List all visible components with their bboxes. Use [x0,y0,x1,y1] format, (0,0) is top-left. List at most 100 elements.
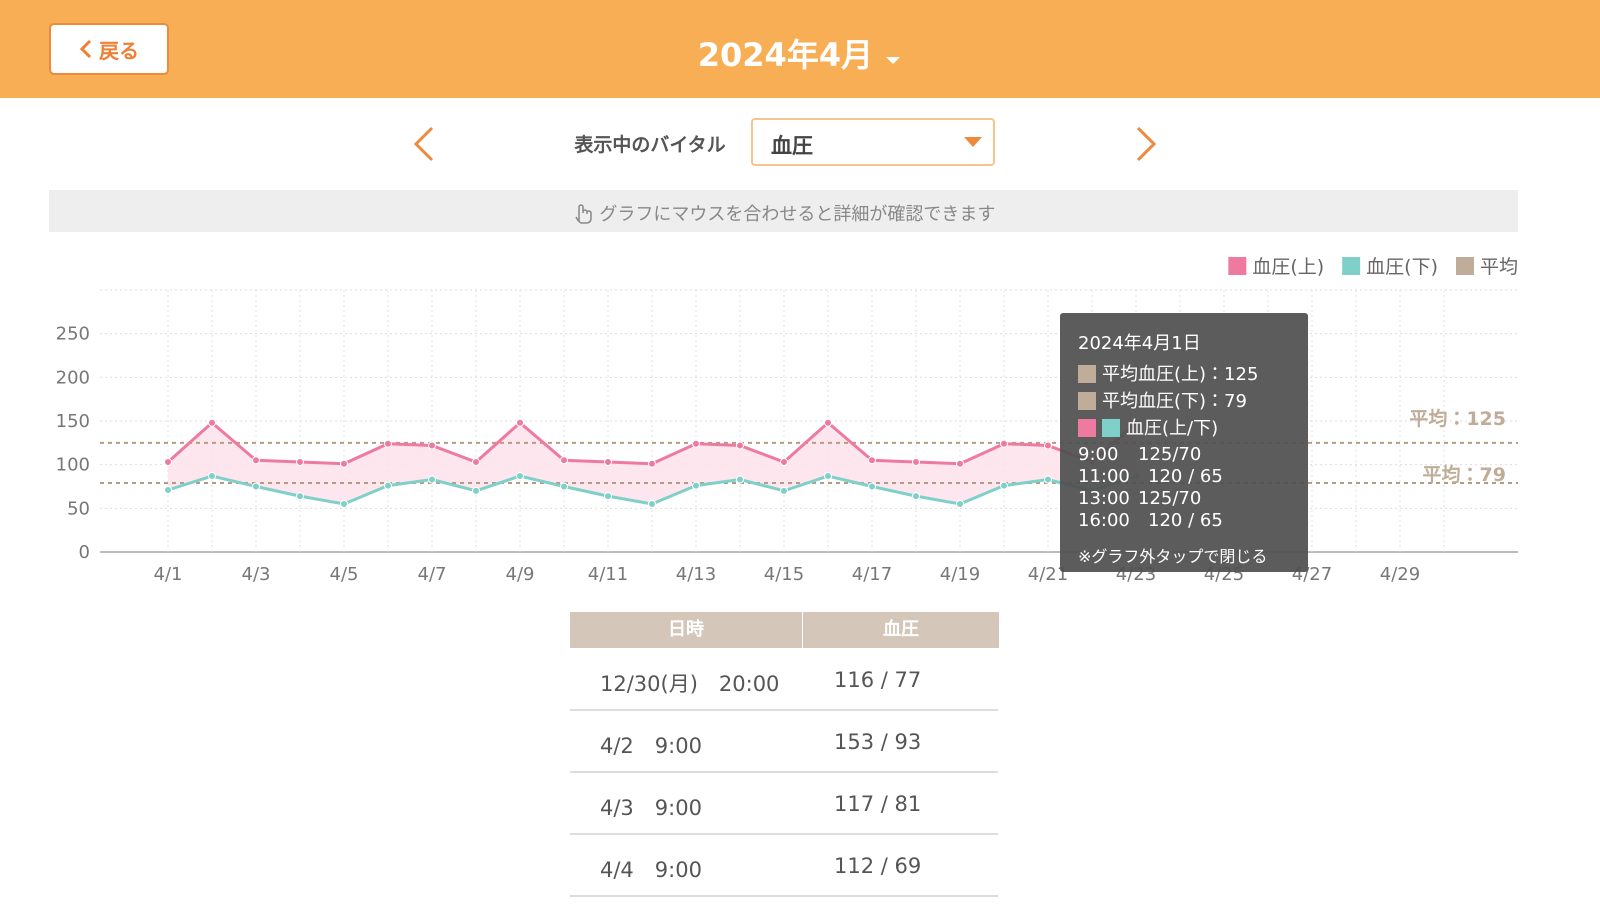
data-point [384,481,392,490]
data-point [956,459,964,468]
tooltip-average-text: 平均血圧(上)：125 [1102,364,1259,385]
data-point [868,456,876,465]
tooltip-time: 16:00 [1078,510,1130,531]
back-label: 戻る [99,38,139,63]
select-value: 血圧 [771,134,813,158]
data-point [824,472,832,481]
data-point [208,472,216,481]
average-label: 平均：79 [1423,463,1506,486]
tooltip-average-text: 平均血圧(下)：79 [1102,391,1247,412]
tooltip: 2024年4月1日平均血圧(上)：125 平均血圧(下)：79 血圧(上/下) 9:0… [1060,313,1308,572]
data-point [648,459,656,468]
data-point [692,481,700,490]
data-point [604,458,612,467]
y-tick-label: 200 [56,367,90,388]
dropdown-icon [886,57,901,64]
legend-swatch [1455,257,1474,275]
prev-arrow[interactable] [412,124,438,164]
data-point [780,458,788,467]
tooltip-swatch [1078,365,1096,383]
data-point [428,441,436,450]
hint-text: グラフにマウスを合わせると詳細が確認できます [49,200,1518,226]
data-point [208,418,216,427]
header-bar: 戻る 2024年4月 [0,0,1600,98]
data-point [296,492,304,501]
data-point [472,486,480,495]
data-point [340,499,348,508]
data-point [736,475,744,484]
x-tick-label: 4/13 [676,564,716,585]
month-title[interactable]: 2024年4月 [0,30,1600,76]
y-tick-label: 50 [67,498,90,519]
data-point [340,459,348,468]
legend-swatch [1342,257,1361,275]
data-point [912,492,920,501]
tooltip-swatch [1102,419,1120,437]
data-point [1000,481,1008,490]
table-cell: 116 / 77 [834,668,922,692]
table-header: 血圧 [803,612,999,648]
hand-icon [574,204,592,224]
data-point [516,472,524,481]
data-point [1000,439,1008,448]
legend-label: 血圧(下) [1366,256,1438,278]
row-divider [570,709,998,711]
data-point [428,475,436,484]
data-point [692,439,700,448]
x-tick-label: 4/29 [1380,564,1420,585]
data-point [780,486,788,495]
next-arrow[interactable] [1132,124,1158,164]
data-point [648,499,656,508]
table-cell: 12/30(月) 20:00 [600,672,780,696]
vital-select[interactable]: 血圧 [751,118,995,166]
data-point [164,485,172,494]
hint-bar: グラフにマウスを合わせると詳細が確認できます [49,190,1518,232]
x-tick-label: 4/9 [506,564,535,585]
data-point [252,456,260,465]
tooltip-legend: 血圧(上/下) [1078,414,1218,440]
x-tick-label: 4/19 [940,564,980,585]
row-divider [570,895,998,897]
tooltip-time: 11:00 [1078,466,1130,487]
legend-label: 血圧(上) [1252,256,1324,278]
data-point [384,439,392,448]
table-cell: 117 / 81 [834,792,922,816]
data-point [252,482,260,491]
data-point [824,418,832,427]
tooltip-reading: 125/70 [1138,444,1202,465]
table-cell: 4/2 9:00 [600,734,702,758]
data-point [1044,441,1052,450]
tooltip-time: 13:00 [1078,488,1130,509]
table-cell: 4/3 9:00 [600,796,702,820]
data-point [516,418,524,427]
tooltip-date: 2024年4月1日 [1078,333,1201,354]
x-tick-label: 4/1 [154,564,183,585]
selector-label: 表示中のバイタル [574,134,726,156]
tooltip-average: 平均血圧(上)：125 [1078,360,1258,386]
tooltip-reading: 120 / 65 [1148,466,1223,487]
average-label: 平均：125 [1409,407,1506,430]
y-tick-label: 100 [56,455,90,476]
tooltip-swatch [1078,419,1096,437]
table-cell: 4/4 9:00 [600,858,702,882]
back-button[interactable]: 戻る [49,23,169,75]
data-point [604,492,612,501]
data-point [736,441,744,450]
data-point [164,458,172,467]
data-point [560,482,568,491]
table-cell: 153 / 93 [834,730,922,754]
row-divider [570,833,998,835]
x-tick-label: 4/17 [852,564,892,585]
legend-swatch [1228,257,1247,275]
tooltip-average: 平均血圧(下)：79 [1078,387,1247,413]
tooltip-time: 9:00 [1078,444,1119,465]
tooltip-reading: 125/70 [1138,488,1202,509]
table-cell: 112 / 69 [834,854,922,878]
x-tick-label: 4/21 [1028,564,1068,585]
y-tick-label: 0 [79,542,90,563]
tooltip-swatch [1078,392,1096,410]
x-tick-label: 4/5 [330,564,359,585]
chart: 0 50 100 150 200 250 4/1 4/3 4/5 4/7 4/9 4/11 4/13 4/… [56,256,1518,585]
data-point [472,458,480,467]
